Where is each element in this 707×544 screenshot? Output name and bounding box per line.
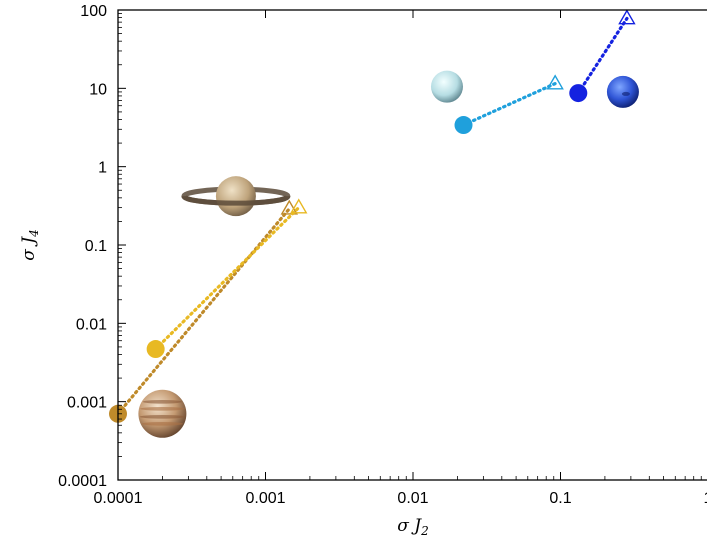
series-4-connector (576, 16, 629, 95)
series-4-circle-point (569, 84, 588, 103)
series-3-triangle-point (546, 74, 564, 90)
x-tick-label: 0.1 (549, 490, 571, 507)
series-4-triangle-point (618, 9, 636, 25)
x-tick-label: 0.0001 (94, 490, 143, 507)
series-1-triangle-point (280, 199, 299, 215)
series-2-triangle-point (290, 198, 308, 214)
series-3-circle-point (454, 116, 473, 135)
y-tick-label: 10 (89, 81, 107, 98)
neptune-icon (606, 75, 639, 108)
x-axis-title: σ J2 (397, 516, 428, 538)
series-1-connector (116, 207, 291, 416)
saturn-icon (181, 176, 291, 217)
jupiter-icon (138, 389, 187, 438)
series-3-connector (461, 81, 557, 127)
y-tick-label: 1 (98, 160, 107, 177)
x-tick-label: 0.001 (245, 490, 285, 507)
y-tick-label: 0.1 (85, 238, 107, 255)
series-2-circle-point (146, 340, 165, 359)
y-tick-label: 0.001 (67, 395, 107, 412)
x-tick-label: 1 (704, 490, 707, 507)
y-tick-label: 0.01 (76, 316, 107, 333)
x-tick-label: 0.01 (397, 490, 428, 507)
y-axis-title: σ J4 (19, 229, 41, 260)
y-tick-label: 100 (80, 3, 107, 20)
series-2-connector (154, 206, 301, 351)
uranus-icon (430, 70, 463, 103)
y-tick-label: 0.0001 (58, 473, 107, 490)
